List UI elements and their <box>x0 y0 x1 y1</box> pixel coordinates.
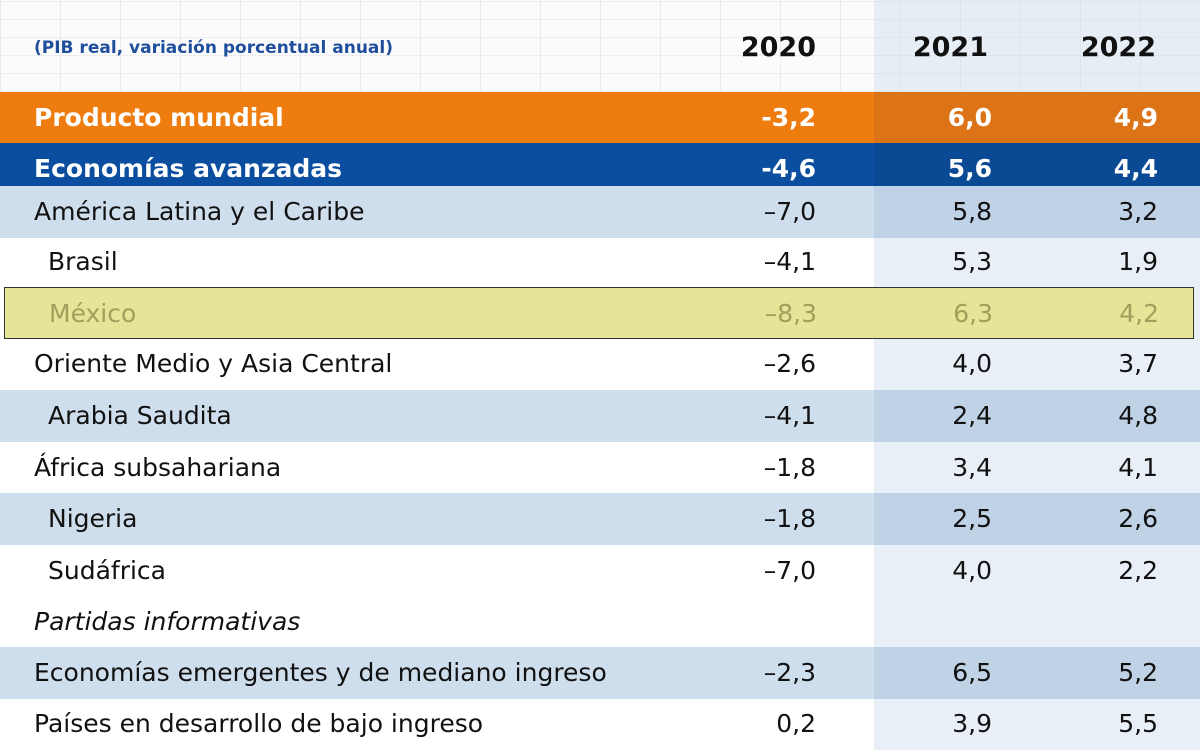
column-header-2021: 2021 <box>912 32 988 63</box>
row-shade <box>874 186 1200 238</box>
table-row: Producto mundial -3,2 6,0 4,9 <box>0 92 1200 144</box>
row-label: Economías avanzadas <box>34 154 343 183</box>
section-label: Partidas informativas <box>34 607 301 636</box>
cell-2020: 0,2 <box>776 709 816 738</box>
cell-2022: 2,2 <box>1118 556 1158 585</box>
row-shade <box>874 647 1200 699</box>
cell-2021: 4,0 <box>952 556 992 585</box>
cell-2020: –1,8 <box>763 504 816 533</box>
cell-2020: –2,6 <box>763 349 816 378</box>
cell-2022: 4,1 <box>1118 453 1158 482</box>
cell-2021: 5,3 <box>952 247 992 276</box>
row-label: México <box>49 299 137 328</box>
cell-2022: 3,7 <box>1118 349 1158 378</box>
row-label: Producto mundial <box>34 103 284 132</box>
table-row: Oriente Medio y Asia Central –2,6 4,0 3,… <box>0 338 1200 390</box>
row-label: Economías emergentes y de mediano ingres… <box>34 658 607 687</box>
cell-2022: 4,4 <box>1113 154 1158 183</box>
cell-2020: -4,6 <box>761 154 816 183</box>
row-shade <box>874 493 1200 545</box>
column-header-2020: 2020 <box>740 32 816 63</box>
row-shade <box>874 390 1200 442</box>
table-row: Brasil –4,1 5,3 1,9 <box>0 236 1200 288</box>
cell-2020: –7,0 <box>763 197 816 226</box>
row-label: Oriente Medio y Asia Central <box>34 349 393 378</box>
unit-note: (PIB real, variación porcentual anual) <box>34 38 393 58</box>
cell-2022: 3,2 <box>1118 197 1158 226</box>
cell-2020: –4,1 <box>763 247 816 276</box>
row-label: Brasil <box>48 247 118 276</box>
cell-2020: –7,0 <box>763 556 816 585</box>
table-row: Países en desarrollo de bajo ingreso 0,2… <box>0 698 1200 750</box>
cell-2022: 4,9 <box>1113 103 1158 132</box>
section-row: Partidas informativas <box>0 596 1200 648</box>
row-shade <box>874 92 1200 144</box>
row-label: Arabia Saudita <box>48 401 232 430</box>
table-row: Nigeria –1,8 2,5 2,6 <box>0 493 1200 545</box>
cell-2021: 5,8 <box>952 197 992 226</box>
cell-2022: 4,8 <box>1118 401 1158 430</box>
cell-2022: 4,2 <box>1119 299 1159 328</box>
cell-2021: 5,6 <box>947 154 992 183</box>
table-row: Economías emergentes y de mediano ingres… <box>0 647 1200 699</box>
row-label: Nigeria <box>48 504 138 533</box>
row-label: América Latina y el Caribe <box>34 197 365 226</box>
cell-2022: 5,5 <box>1118 709 1158 738</box>
row-label: Sudáfrica <box>48 556 166 585</box>
cell-2020: –4,1 <box>763 401 816 430</box>
cell-2021: 2,4 <box>952 401 992 430</box>
cell-2021: 3,9 <box>952 709 992 738</box>
header-background <box>0 0 1200 92</box>
table-row: Sudáfrica –7,0 4,0 2,2 <box>0 545 1200 597</box>
column-header-2022: 2022 <box>1080 32 1156 63</box>
row-label: África subsahariana <box>34 453 282 482</box>
table-row: Arabia Saudita –4,1 2,4 4,8 <box>0 390 1200 442</box>
cell-2022: 2,6 <box>1118 504 1158 533</box>
cell-2020: –2,3 <box>763 658 816 687</box>
row-label: Países en desarrollo de bajo ingreso <box>34 709 484 738</box>
cell-2021: 6,0 <box>947 103 992 132</box>
cell-2020: -3,2 <box>761 103 816 132</box>
cell-2021: 2,5 <box>952 504 992 533</box>
cell-2021: 6,5 <box>952 658 992 687</box>
cell-2022: 1,9 <box>1118 247 1158 276</box>
cell-2021: 4,0 <box>952 349 992 378</box>
table-row-highlighted: México –8,3 6,3 4,2 <box>4 287 1194 339</box>
table-row: América Latina y el Caribe –7,0 5,8 3,2 <box>0 186 1200 238</box>
cell-2021: 6,3 <box>953 299 993 328</box>
cell-2021: 3,4 <box>952 453 992 482</box>
cell-2020: –1,8 <box>763 453 816 482</box>
table-row: África subsahariana –1,8 3,4 4,1 <box>0 442 1200 494</box>
cell-2020: –8,3 <box>764 299 817 328</box>
cell-2022: 5,2 <box>1118 658 1158 687</box>
